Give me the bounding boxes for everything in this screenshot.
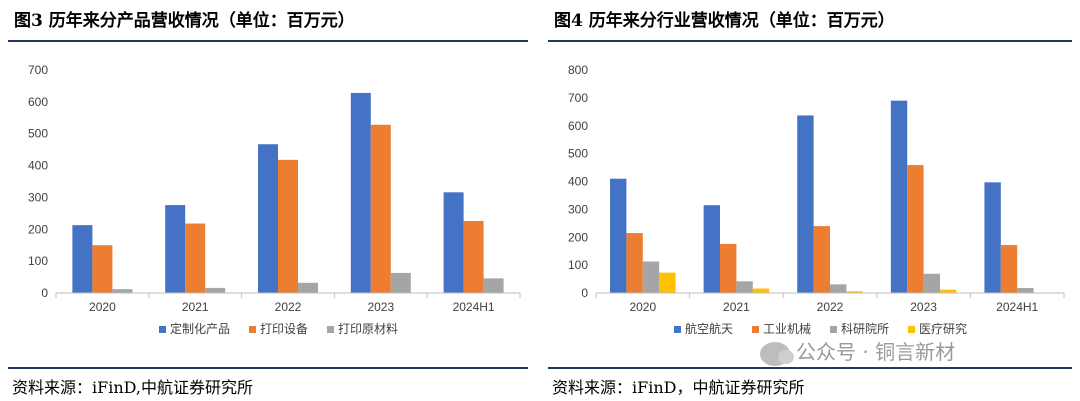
bar-打印设备-2022: [278, 159, 298, 293]
bar-打印原材料-2021: [205, 287, 226, 293]
left-source-note: 资料来源：iFinD,中航证券研究所: [12, 378, 253, 397]
legend-swatch: [752, 326, 759, 333]
right-figure-panel: 图4 历年来分行业营收情况（单位：百万元） 0 100 200 300 400 500 60…: [548, 0, 1072, 401]
legend-swatch: [830, 326, 837, 333]
bar-打印原材料-2023: [390, 272, 411, 293]
legend-swatch: [908, 326, 915, 333]
x-tick-label: 2023: [910, 300, 937, 314]
legend-swatch: [159, 326, 166, 333]
x-tick-label: 2023: [367, 300, 394, 314]
bar-科研院所-2021: [736, 281, 753, 293]
x-tick-label: 2021: [723, 300, 750, 314]
watermark-text: 公众号 · 铜言新材: [796, 340, 956, 364]
y-tick-label: 300: [568, 202, 588, 216]
x-tick-label: 2022: [275, 300, 302, 314]
bar-航空航天-2020: [610, 178, 627, 293]
x-tick-label: 2021: [182, 300, 209, 314]
wechat-icon: [760, 341, 794, 366]
y-tick-label: 0: [41, 286, 48, 300]
y-tick-label: 400: [568, 175, 588, 189]
legend-label: 医疗研究: [919, 321, 967, 336]
legend-label: 打印设备: [260, 322, 308, 336]
y-tick-label: 200: [568, 230, 588, 244]
left-bottom-rule: [8, 367, 528, 369]
y-tick-label: 200: [28, 222, 48, 236]
right-top-rule: [548, 40, 1072, 42]
bar-航空航天-2024H1: [984, 182, 1001, 293]
bar-医疗研究-2020: [659, 272, 676, 293]
bar-定制化产品-2021: [165, 205, 186, 293]
product-revenue-chart: 0 100 200 300 400 500 600 700 2020 2021 2022 2023 20…: [28, 63, 521, 336]
bar-打印原材料-2024H1: [483, 278, 504, 293]
bar-科研院所-2023: [923, 273, 940, 293]
y-tick-label: 600: [568, 119, 588, 133]
bar-定制化产品-2023: [350, 92, 371, 294]
y-tick-label: 500: [568, 147, 588, 161]
y-tick-label: 0: [581, 286, 588, 300]
bar-打印设备-2023: [370, 124, 391, 294]
y-tick-label: 700: [28, 63, 48, 77]
bar-打印设备-2021: [185, 223, 206, 293]
y-tick-label: 300: [28, 190, 48, 204]
left-figure-title: 图3 历年来分产品营收情况（单位：百万元）: [14, 11, 355, 31]
bar-工业机械-2021: [720, 243, 737, 293]
bar-科研院所-2024H1: [1017, 287, 1034, 293]
right-figure-title: 图4 历年来分行业营收情况（单位：百万元）: [554, 11, 895, 31]
y-tick-label: 600: [28, 95, 48, 109]
bar-航空航天-2021: [703, 205, 721, 293]
legend-swatch: [249, 326, 256, 333]
bar-打印原材料-2022: [298, 282, 318, 293]
y-tick-label: 800: [568, 63, 588, 77]
legend-swatch: [327, 326, 334, 333]
left-figure-panel: 图3 历年来分产品营收情况（单位：百万元） 0 100 200 300 400 500 60…: [8, 0, 528, 401]
bar-医疗研究-2023: [939, 289, 957, 293]
x-tick-label: 2022: [817, 300, 844, 314]
y-tick-label: 100: [568, 258, 588, 272]
bar-打印原材料-2020: [112, 289, 133, 293]
bar-航空航天-2023: [890, 100, 908, 293]
bar-工业机械-2020: [626, 233, 643, 293]
y-tick-label: 400: [28, 159, 48, 173]
bar-定制化产品-2020: [72, 225, 93, 293]
bar-医疗研究-2021: [752, 288, 770, 293]
legend-label: 定制化产品: [170, 321, 230, 336]
bar-打印设备-2020: [92, 245, 113, 293]
bar-打印设备-2024H1: [463, 221, 484, 293]
legend-label: 科研院所: [841, 322, 889, 336]
legend-label: 工业机械: [763, 321, 811, 336]
y-tick-label: 100: [28, 254, 48, 268]
bar-定制化产品-2022: [258, 144, 278, 293]
x-tick-label: 2024H1: [453, 300, 495, 314]
bar-航空航天-2022: [797, 115, 814, 293]
bar-工业机械-2023: [907, 165, 924, 293]
y-tick-label: 500: [28, 127, 48, 141]
x-tick-label: 2024H1: [996, 300, 1038, 314]
x-tick-label: 2020: [629, 300, 656, 314]
watermark: 公众号 · 铜言新材: [760, 336, 955, 366]
industry-revenue-chart: 0 100 200 300 400 500 600 700 800 2020 2021 2022 202…: [568, 63, 1065, 336]
bar-定制化产品-2024H1: [443, 192, 464, 293]
y-tick-label: 700: [568, 91, 588, 105]
legend-label: 航空航天: [685, 321, 733, 336]
right-bottom-rule: [548, 367, 1072, 369]
bar-科研院所-2020: [642, 261, 660, 293]
bar-工业机械-2024H1: [1000, 245, 1018, 293]
bar-工业机械-2022: [813, 226, 830, 293]
legend-swatch: [674, 326, 681, 333]
left-top-rule: [8, 40, 528, 42]
right-source-note: 资料来源：iFinD，中航证券研究所: [552, 378, 805, 397]
bar-医疗研究-2022: [846, 291, 863, 293]
bar-科研院所-2022: [830, 284, 847, 293]
legend-label: 打印原材料: [338, 322, 398, 336]
x-tick-label: 2020: [89, 300, 116, 314]
